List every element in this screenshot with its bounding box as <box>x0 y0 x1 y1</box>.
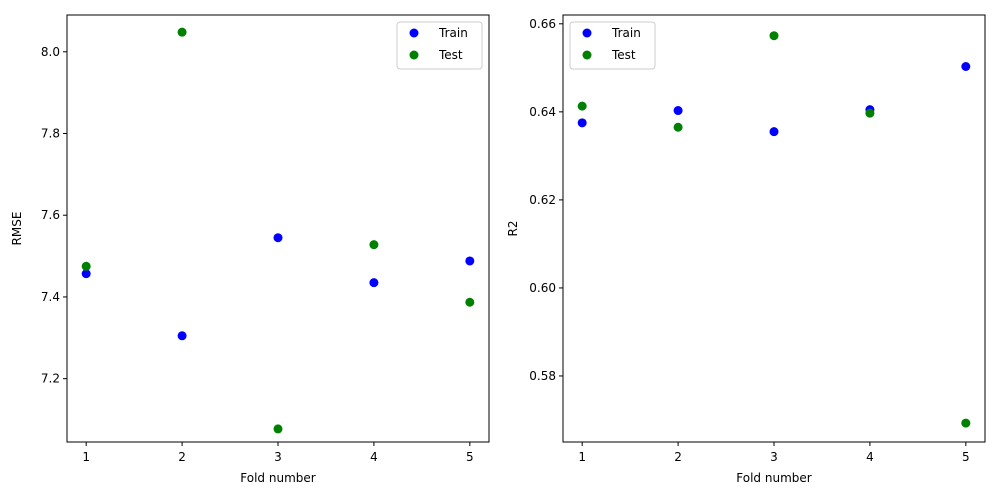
y-axis-label: RMSE <box>10 212 24 246</box>
x-tick-label: 5 <box>962 450 970 464</box>
legend-label-train: Train <box>438 26 468 40</box>
x-tick-label: 1 <box>82 450 90 464</box>
y-tick-label: 0.58 <box>529 369 556 383</box>
point-test-fold-4 <box>865 108 875 118</box>
legend: Train Test <box>569 21 656 70</box>
point-train-fold-5 <box>961 62 971 72</box>
point-train-fold-1 <box>577 118 587 128</box>
y-tick-label: 7.4 <box>41 290 60 304</box>
point-test-fold-4 <box>369 240 379 250</box>
point-train-fold-2 <box>673 106 683 116</box>
x-tick-label: 3 <box>770 450 778 464</box>
point-train-fold-5 <box>465 256 475 266</box>
x-tick-label: 2 <box>178 450 186 464</box>
y-tick-label: 7.2 <box>41 372 60 386</box>
x-axis-label: Fold number <box>240 471 315 485</box>
point-train-fold-2 <box>177 331 187 341</box>
y-axis-label: R2 <box>506 221 520 237</box>
point-test-fold-1 <box>577 101 587 111</box>
x-tick-label: 4 <box>370 450 378 464</box>
legend-marker-train <box>409 28 419 38</box>
point-train-fold-3 <box>769 127 779 137</box>
legend-label-test: Test <box>438 48 463 62</box>
y-tick-label: 8.0 <box>41 45 60 59</box>
point-test-fold-5 <box>961 418 971 428</box>
r2-chart: 1 2 3 4 5 0.58 0.60 0.62 0.64 0.66 Fold number R2 Tr… <box>506 14 986 485</box>
legend-marker-test <box>582 50 592 60</box>
y-tick-label: 0.62 <box>529 193 556 207</box>
x-tick-label: 1 <box>578 450 586 464</box>
y-tick-label: 0.66 <box>529 17 556 31</box>
point-train-fold-1 <box>81 269 91 279</box>
legend-marker-train <box>582 28 592 38</box>
rmse-chart: 1 2 3 4 5 7.2 7.4 7.6 7.8 8.0 Fold number RMSE Train… <box>10 14 490 485</box>
y-tick-label: 7.8 <box>41 126 60 140</box>
y-tick-label: 7.6 <box>41 208 60 222</box>
point-train-fold-4 <box>369 278 379 288</box>
point-test-fold-2 <box>673 122 683 132</box>
y-tick-label: 0.64 <box>529 105 556 119</box>
point-test-fold-2 <box>177 27 187 37</box>
point-test-fold-5 <box>465 297 475 307</box>
legend-marker-test <box>409 50 419 60</box>
x-tick-label: 2 <box>674 450 682 464</box>
y-tick-label: 0.60 <box>529 281 556 295</box>
legend-label-test: Test <box>611 48 636 62</box>
legend: Train Test <box>396 21 483 70</box>
point-test-fold-3 <box>769 31 779 41</box>
point-test-fold-3 <box>273 424 283 434</box>
x-tick-label: 5 <box>466 450 474 464</box>
axes-frame <box>66 14 490 443</box>
x-tick-label: 4 <box>866 450 874 464</box>
axes-frame <box>562 14 986 443</box>
x-axis-label: Fold number <box>736 471 811 485</box>
point-test-fold-1 <box>81 261 91 271</box>
x-tick-label: 3 <box>274 450 282 464</box>
legend-label-train: Train <box>611 26 641 40</box>
point-train-fold-3 <box>273 233 283 243</box>
